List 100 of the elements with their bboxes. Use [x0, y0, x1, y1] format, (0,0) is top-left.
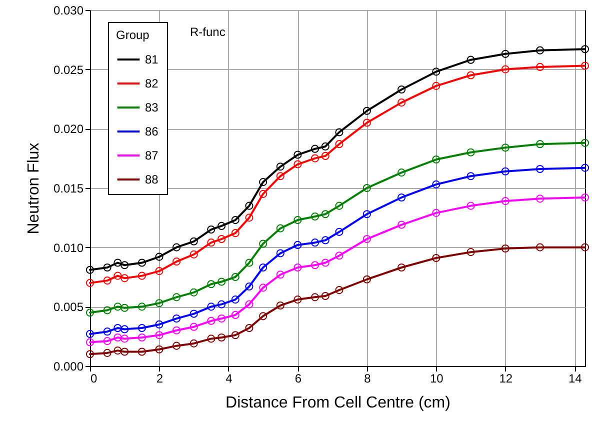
legend-label: 88 — [145, 172, 159, 186]
point — [86, 330, 94, 338]
point — [501, 167, 510, 176]
point — [114, 333, 122, 342]
point — [245, 282, 254, 291]
x-tick-label: 12 — [499, 372, 513, 386]
point — [86, 308, 94, 317]
point — [335, 286, 344, 294]
point — [114, 324, 122, 332]
point — [103, 348, 112, 357]
legend-label: 83 — [145, 100, 159, 114]
point — [310, 154, 320, 162]
point — [114, 258, 122, 267]
point — [172, 243, 181, 252]
x-tick-label: 0 — [90, 372, 98, 386]
point — [218, 300, 226, 308]
point — [398, 168, 406, 177]
point — [310, 293, 320, 302]
x-tick-label: 8 — [364, 372, 372, 386]
point — [362, 275, 371, 284]
y-tick-label: 0.015 — [53, 182, 84, 196]
point — [259, 312, 268, 320]
point — [335, 128, 344, 136]
point — [103, 276, 112, 285]
point — [172, 258, 181, 266]
point — [231, 331, 240, 340]
point — [86, 278, 94, 287]
point — [86, 338, 94, 346]
point — [245, 300, 254, 308]
point — [335, 202, 344, 210]
point — [276, 172, 284, 180]
point — [321, 258, 330, 267]
point — [231, 229, 240, 238]
point — [580, 138, 590, 147]
point — [294, 150, 302, 159]
point — [536, 62, 544, 71]
point — [245, 214, 254, 222]
point — [294, 216, 302, 224]
y-axis-title: Neutron Flux — [25, 142, 42, 234]
point — [114, 346, 122, 355]
legend-label: 86 — [145, 124, 159, 138]
point — [276, 301, 284, 310]
point — [432, 155, 440, 164]
point — [138, 258, 146, 267]
point — [466, 248, 475, 256]
point — [86, 266, 94, 274]
point — [362, 118, 371, 127]
point — [120, 274, 129, 282]
point — [120, 261, 129, 270]
x-tick-label: 10 — [430, 372, 444, 386]
point — [103, 328, 112, 336]
point — [310, 261, 320, 270]
point — [120, 348, 129, 356]
point — [138, 272, 146, 280]
y-tick-label: 0.030 — [53, 4, 84, 18]
point — [536, 46, 544, 54]
annotation: R-func — [190, 25, 226, 39]
point — [276, 162, 284, 171]
point — [362, 210, 371, 218]
point — [218, 235, 226, 244]
x-tick-label: 4 — [226, 372, 233, 386]
point — [536, 243, 544, 252]
point — [190, 322, 198, 331]
legend-label: 82 — [145, 76, 159, 90]
point — [103, 263, 112, 272]
y-tick-label: 0.005 — [53, 300, 84, 314]
y-tick-label: 0.010 — [53, 240, 84, 255]
point — [231, 216, 240, 224]
y-tick-label: 0.020 — [53, 122, 84, 136]
point — [580, 62, 590, 70]
point — [155, 331, 164, 340]
point — [501, 65, 510, 74]
point — [138, 302, 146, 311]
x-axis-title: Distance From Cell Centre (cm) — [226, 394, 450, 412]
point — [294, 263, 302, 272]
point — [172, 326, 181, 334]
point — [398, 98, 406, 107]
point — [321, 142, 330, 150]
point — [259, 190, 268, 198]
point — [207, 226, 216, 234]
point — [218, 222, 226, 230]
legend-title: Group — [116, 28, 150, 42]
point — [536, 140, 544, 148]
point — [138, 324, 146, 332]
point — [103, 337, 112, 346]
point — [190, 310, 198, 318]
legend-label: 81 — [145, 52, 159, 66]
point — [432, 68, 440, 76]
point — [155, 252, 164, 261]
point — [207, 316, 216, 325]
point — [501, 50, 510, 58]
point — [207, 334, 216, 343]
point — [190, 288, 198, 296]
point — [172, 314, 181, 323]
point — [501, 144, 510, 152]
point — [398, 263, 406, 272]
point — [120, 304, 129, 312]
point — [466, 202, 475, 210]
point — [335, 228, 344, 236]
point — [231, 272, 240, 282]
